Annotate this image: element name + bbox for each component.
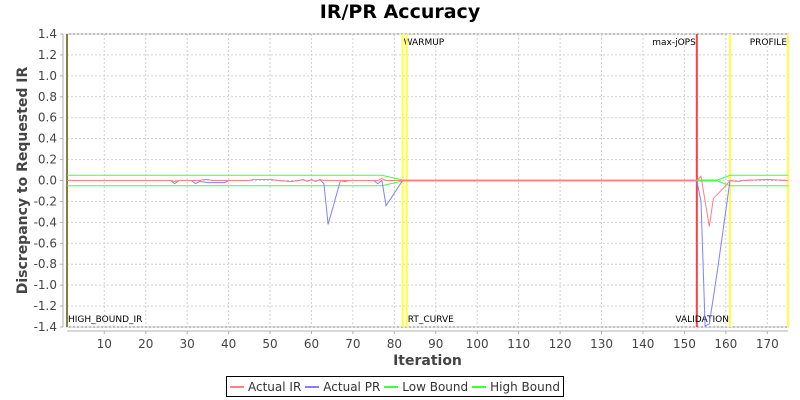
legend-item: Actual IR (230, 380, 301, 394)
x-tick-label: 90 (428, 337, 443, 351)
x-tick-label: 100 (466, 337, 489, 351)
x-tick-label: 130 (590, 337, 613, 351)
legend-swatch-icon (472, 385, 487, 388)
legend-swatch-icon (230, 385, 244, 388)
legend-item: Actual PR (305, 380, 380, 394)
x-tick-label: 110 (507, 337, 530, 351)
y-tick-label: 1.2 (38, 48, 57, 62)
x-tick-label: 30 (180, 337, 195, 351)
legend-swatch-icon (305, 385, 320, 388)
x-tick-label: 170 (756, 337, 779, 351)
x-tick-label: 50 (262, 337, 277, 351)
x-tick-label: 40 (221, 337, 236, 351)
legend-label: Low Bound (402, 379, 469, 394)
legend-label: Actual IR (248, 379, 302, 394)
marker-label: WARMUP (404, 38, 445, 48)
x-tick-label: 120 (549, 337, 572, 351)
marker-label: VALIDATION (675, 315, 729, 325)
series-line (67, 175, 789, 227)
axes: 1.4 1.2 1.0 0.8 0.6 0.4 0.2 0.0 -0.2 -0.4 -0.6 -0.8… (34, 27, 788, 351)
legend-label: Actual PR (323, 379, 381, 394)
x-tick-label: 60 (304, 337, 319, 351)
marker-label: RT_CURVE (408, 315, 454, 325)
x-tick-label: 10 (97, 337, 112, 351)
legend-swatch-icon (384, 385, 399, 388)
y-tick-label: -1.0 (34, 278, 57, 292)
x-tick-label: 160 (714, 337, 737, 351)
x-tick-label: 80 (387, 337, 402, 351)
legend: Actual IR Actual PR Low Bound High Bound (226, 376, 564, 397)
legend-item: Low Bound (384, 380, 468, 394)
axis-labels: Iteration Discrepancy to Requested IR (15, 67, 462, 369)
y-tick-label: -1.2 (34, 299, 57, 313)
x-tick-label: 150 (673, 337, 696, 351)
chart-title: IR/PR Accuracy (319, 1, 481, 23)
x-tick-label: 70 (345, 337, 360, 351)
y-tick-label: 0.8 (38, 90, 57, 104)
y-axis-title: Discrepancy to Requested IR (15, 67, 31, 295)
legend-item: High Bound (472, 380, 560, 394)
y-tick-label: 1.4 (38, 27, 57, 41)
y-tick-label: 0.6 (38, 111, 57, 125)
y-tick-label: -1.4 (34, 320, 57, 334)
marker-label: max-jOPS (652, 38, 696, 48)
y-tick-label: -0.2 (34, 194, 57, 208)
y-tick-label: 0.2 (38, 153, 57, 167)
legend-label: High Bound (490, 379, 560, 394)
x-tick-label: 20 (138, 337, 153, 351)
x-tick-label: 140 (632, 337, 655, 351)
y-tick-label: -0.8 (34, 257, 57, 271)
y-tick-label: -0.6 (34, 236, 57, 250)
y-tick-label: -0.4 (34, 215, 57, 229)
y-tick-label: 0.4 (38, 132, 57, 146)
data-series (67, 174, 789, 327)
y-tick-label: 1.0 (38, 69, 57, 83)
marker-label: PROFILE (750, 38, 788, 48)
marker-label: HIGH_BOUND_IR (68, 315, 142, 325)
x-axis-title: Iteration (393, 353, 462, 369)
y-tick-label: 0.0 (38, 174, 57, 188)
